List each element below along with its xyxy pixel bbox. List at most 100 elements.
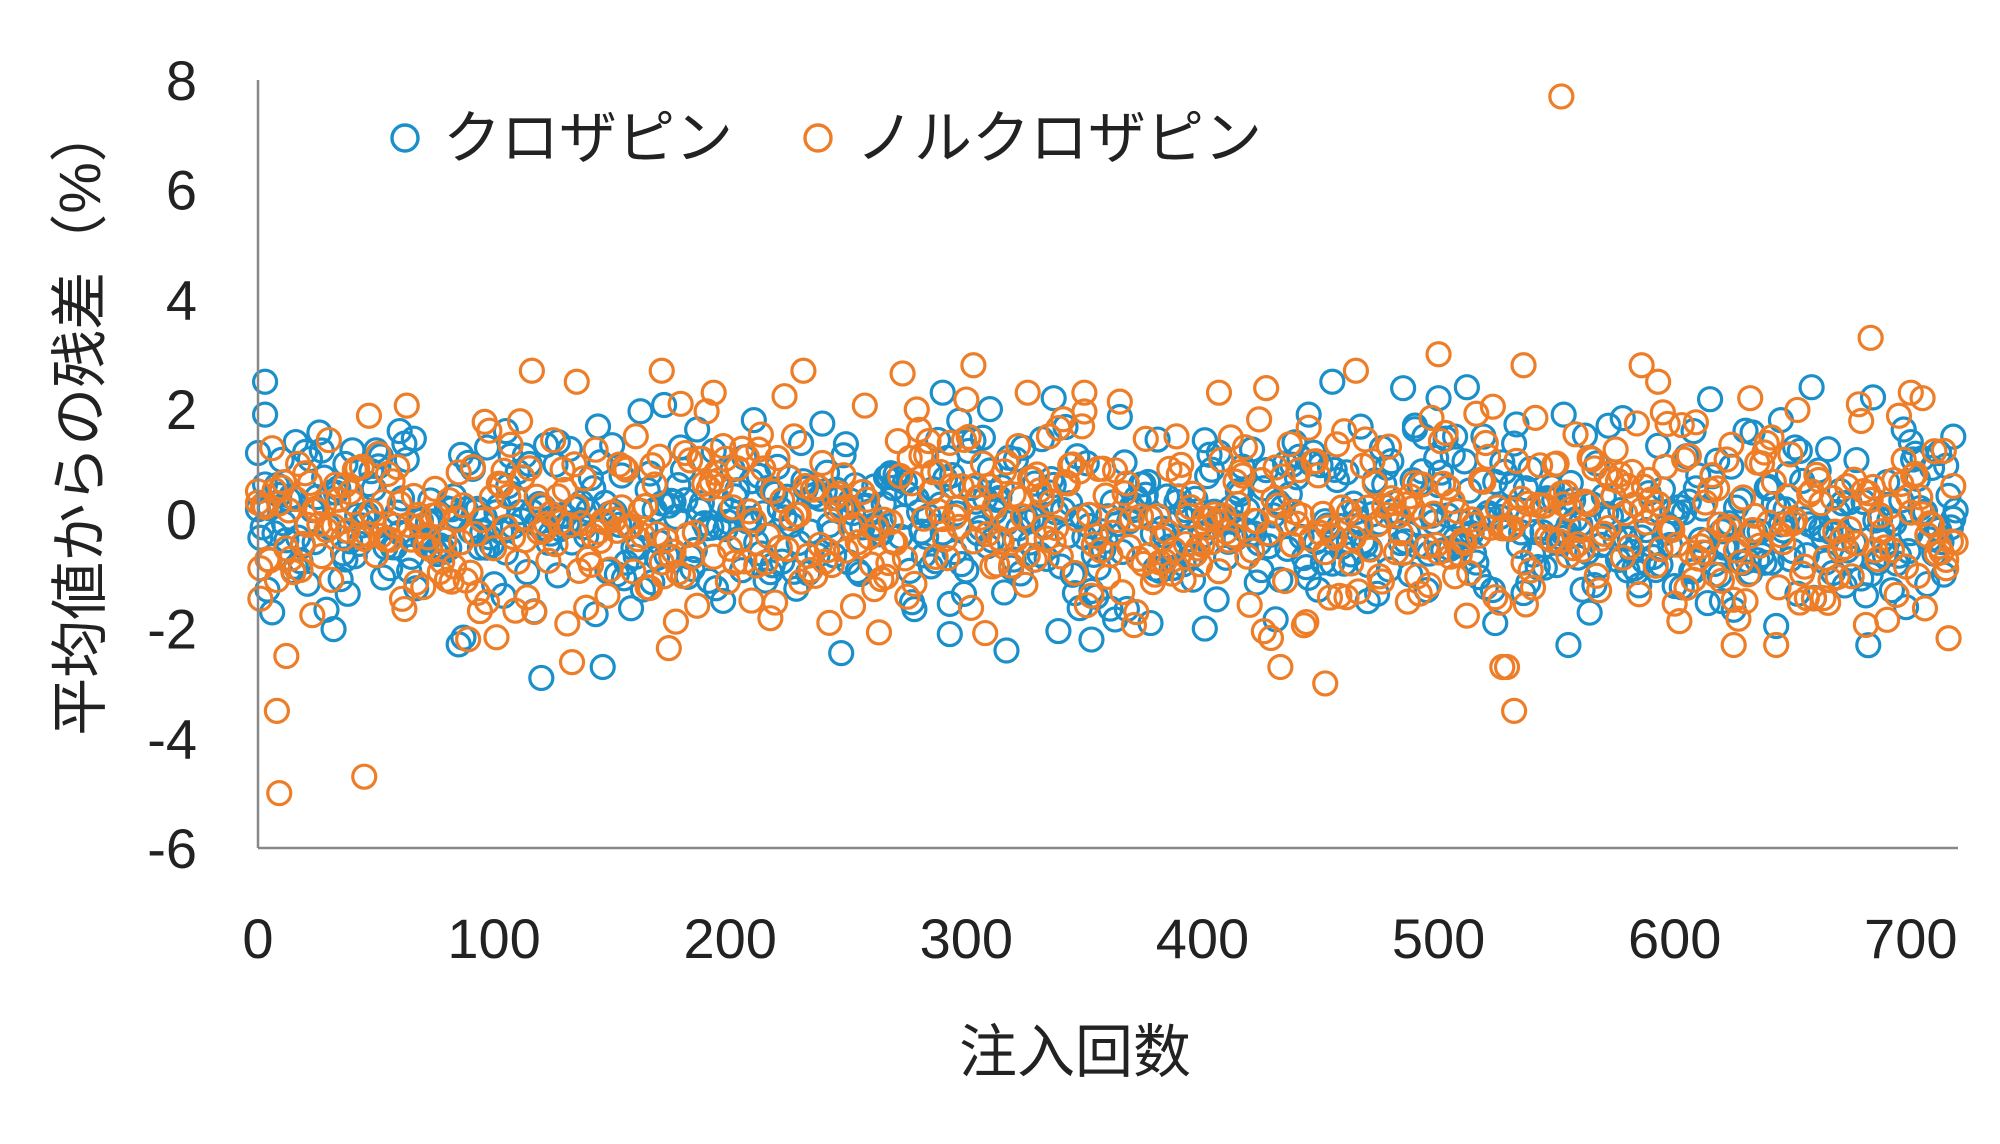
data-point (662, 608, 690, 635)
data-point (757, 605, 784, 632)
data-point (1781, 507, 1809, 534)
data-point (665, 559, 692, 586)
data-point (851, 392, 878, 419)
data-point (563, 368, 590, 395)
data-point (828, 639, 855, 667)
data-point (251, 368, 279, 395)
data-point (632, 492, 659, 520)
data-point (1725, 605, 1752, 632)
data-point (785, 501, 812, 528)
data-point (1590, 520, 1617, 547)
data-point (1463, 400, 1490, 427)
data-point (1302, 448, 1329, 475)
data-point (710, 432, 737, 460)
data-point (570, 465, 597, 492)
data-point (707, 473, 734, 500)
data-point (1845, 391, 1872, 418)
data-point (934, 545, 961, 572)
data-point (554, 610, 581, 637)
data-point (259, 435, 286, 462)
data-point (1784, 396, 1811, 424)
data-point (747, 421, 775, 448)
data-point (891, 545, 919, 572)
data-point (854, 486, 881, 513)
data-point (388, 585, 416, 612)
data-point (1220, 522, 1247, 549)
data-point (688, 490, 715, 517)
data-point (1064, 506, 1091, 533)
data-point (993, 637, 1020, 664)
data-point (865, 619, 893, 646)
data-point (622, 423, 649, 450)
data-point (1635, 466, 1662, 494)
data-point (1045, 617, 1072, 645)
data-point (1534, 524, 1561, 551)
data-point (1626, 572, 1653, 599)
data-point (1933, 555, 1960, 582)
data-point (518, 357, 545, 384)
data-point (1257, 624, 1285, 652)
data-point (1763, 612, 1790, 640)
data-point (863, 514, 890, 542)
data-point (386, 417, 413, 445)
data-point (1519, 574, 1547, 601)
data-point (1094, 563, 1122, 590)
data-point (1512, 591, 1540, 618)
data-point (516, 455, 543, 482)
data-point (1704, 447, 1731, 474)
data-point (1779, 510, 1806, 537)
data-point (969, 450, 996, 477)
x-tick-label: 100 (447, 907, 540, 970)
data-point (936, 429, 963, 456)
data-point (1557, 496, 1584, 523)
data-point (540, 427, 567, 454)
data-point (1271, 567, 1299, 595)
data-point (752, 549, 779, 576)
data-point (1562, 421, 1589, 448)
data-point (771, 383, 798, 410)
data-point (1453, 374, 1480, 401)
data-point (537, 500, 564, 527)
data-point (1467, 466, 1495, 493)
data-point (334, 580, 361, 607)
data-point (1453, 602, 1480, 629)
data-point (1047, 543, 1074, 570)
data-point (976, 396, 1004, 423)
data-point (764, 444, 791, 472)
data-point (1800, 585, 1828, 612)
data-point (719, 494, 746, 521)
data-point (1885, 402, 1913, 429)
data-point (1009, 503, 1037, 530)
data-point (1510, 352, 1537, 379)
data-point (896, 445, 923, 472)
data-point (1765, 574, 1792, 601)
data-point (846, 533, 874, 560)
data-point (972, 619, 999, 647)
data-point (573, 594, 600, 621)
data-point (1543, 450, 1570, 477)
y-tick-label: 8 (166, 49, 197, 112)
data-point (1940, 423, 1967, 450)
data-point (1607, 497, 1634, 524)
data-point (981, 493, 1008, 520)
data-point (499, 523, 527, 551)
data-point (1694, 589, 1721, 617)
data-point (1708, 567, 1735, 595)
data-point (469, 507, 496, 534)
data-point (1236, 591, 1263, 618)
data-point (1142, 561, 1169, 588)
data-point (1179, 480, 1207, 507)
data-point (296, 469, 324, 497)
data-point (1312, 538, 1339, 566)
data-point (1106, 388, 1133, 415)
data-point (889, 360, 916, 387)
y-tick-label: -4 (147, 707, 197, 770)
data-point (1153, 518, 1181, 546)
data-point (681, 519, 708, 546)
data-point (1730, 484, 1757, 511)
data-point (384, 454, 411, 481)
data-point (1935, 625, 1962, 652)
data-point (684, 592, 711, 619)
legend-marker (803, 123, 833, 153)
data-point (308, 543, 335, 570)
